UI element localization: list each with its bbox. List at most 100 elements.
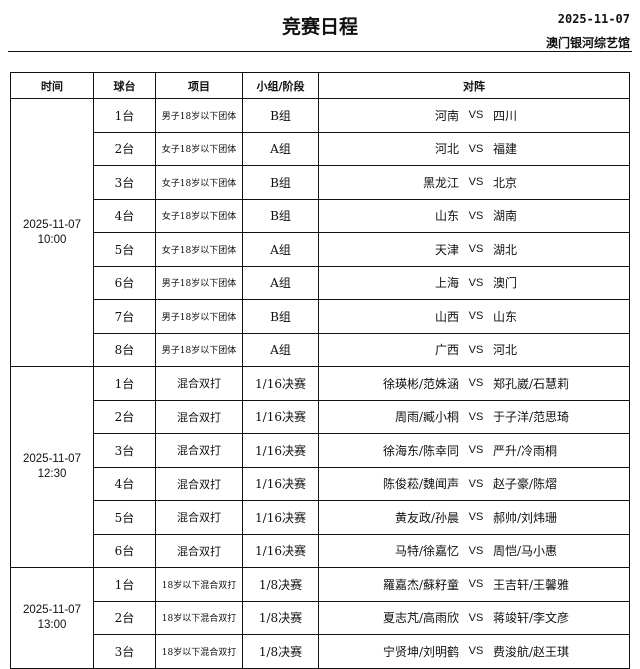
left-team: 周雨/臧小桐: [394, 410, 459, 425]
stage: A组: [242, 131, 319, 166]
event-name: 18岁以下混合双打: [155, 567, 243, 602]
event-name: 女子18岁以下团体: [155, 198, 243, 233]
matchup: 黄友政/孙晨 VS 郝帅/刘炜珊: [318, 500, 630, 535]
session-date: 2025-11-07: [23, 453, 81, 465]
table-number: 6台: [93, 533, 156, 568]
matchup: 山西 VS 山东: [318, 299, 630, 334]
table-number: 5台: [93, 232, 156, 267]
event-name: 混合双打: [155, 399, 243, 434]
vs-label: VS: [468, 544, 484, 557]
right-team: 山东: [493, 309, 518, 324]
matchup: 山东 VS 湖南: [318, 198, 630, 233]
header-divider: [8, 51, 632, 52]
right-team: 北京: [493, 175, 518, 190]
table-number: 3台: [93, 433, 156, 468]
session-clock: 13:00: [37, 618, 67, 631]
table-number: 2台: [93, 600, 156, 635]
table-row: 3台 混合双打 1/16决赛 徐海东/陈幸同 VS 严升/冷雨桐: [11, 433, 630, 468]
stage: 1/16决赛: [242, 500, 319, 535]
table-number: 1台: [93, 567, 156, 602]
right-team: 四川: [493, 108, 518, 123]
table-number: 6台: [93, 265, 156, 300]
event-name: 混合双打: [155, 533, 243, 568]
event-name: 混合双打: [155, 466, 243, 501]
right-team: 河北: [493, 343, 518, 358]
event-name: 混合双打: [155, 366, 243, 401]
right-team: 费浚航/赵王琪: [493, 644, 570, 659]
vs-label: VS: [468, 645, 484, 658]
matchup: 河北 VS 福建: [318, 131, 630, 166]
table-number: 1台: [93, 366, 156, 401]
table-row: 2025-11-07 12:30 1台 混合双打 1/16决赛 徐瑛彬/范姝涵 VS 郑孔崴/…: [10, 366, 630, 568]
session-date: 2025-11-07: [23, 603, 81, 616]
stage: B组: [242, 165, 319, 200]
left-team: 山东: [434, 209, 459, 224]
right-team: 赵子豪/陈熠: [493, 477, 558, 492]
table-number: 2台: [93, 131, 156, 166]
stage: 1/8决赛: [242, 567, 319, 602]
vs-label: VS: [468, 444, 484, 457]
matchup: 黑龙江 VS 北京: [318, 165, 630, 200]
left-team: 广西: [434, 343, 459, 358]
vs-label: VS: [468, 611, 484, 624]
session-date: 2025-11-07: [23, 218, 81, 231]
event-name: 男子18岁以下团体: [155, 299, 243, 334]
event-name: 男子18岁以下团体: [155, 332, 243, 367]
matchup: 宁贤坤/刘明鹤 VS 费浚航/赵王琪: [318, 634, 630, 669]
left-team: 天津: [434, 242, 459, 257]
event-name: 18岁以下混合双打: [155, 600, 243, 635]
left-team: 上海: [434, 276, 459, 291]
session-clock: 12:30: [37, 468, 67, 480]
right-team: 于子洋/范思琦: [493, 410, 570, 425]
left-team: 徐海东/陈幸同: [382, 443, 459, 458]
vs-label: VS: [468, 511, 484, 524]
stage: 1/16决赛: [242, 366, 319, 401]
left-team: 马特/徐嘉忆: [394, 544, 459, 559]
table-number: 3台: [93, 634, 156, 669]
table-number: 2台: [93, 399, 156, 434]
right-team: 严升/冷雨桐: [493, 443, 558, 458]
schedule-table: 时间 球台 项目 小组/阶段 对阵 2025-11-07 10:00 1台 男子18岁…: [10, 72, 630, 669]
vs-label: VS: [468, 477, 484, 490]
table-row: 2025-11-07 13:00 1台 18岁以下混合双打 1/8决赛 羅嘉杰/蘇籽童 VS…: [10, 567, 630, 669]
left-team: 徐瑛彬/范姝涵: [382, 376, 459, 391]
left-team: 河北: [434, 142, 459, 157]
matchup: 羅嘉杰/蘇籽童 VS 王吉轩/王馨雅: [318, 567, 630, 602]
table-number: 7台: [93, 299, 156, 334]
left-team: 宁贤坤/刘明鹤: [382, 644, 459, 659]
right-team: 湖南: [493, 209, 518, 224]
event-name: 女子18岁以下团体: [155, 165, 243, 200]
table-row: 6台 男子18岁以下团体 A组 上海 VS 澳门: [11, 265, 630, 300]
vs-label: VS: [468, 176, 484, 189]
vs-label: VS: [468, 343, 484, 356]
vs-label: VS: [468, 109, 484, 122]
table-row: 3台 女子18岁以下团体 B组 黑龙江 VS 北京: [11, 165, 630, 200]
vs-label: VS: [468, 578, 484, 591]
table-row: 6台 混合双打 1/16决赛 马特/徐嘉忆 VS 周恺/马小惠: [11, 533, 630, 568]
stage: A组: [242, 232, 319, 267]
right-team: 湖北: [493, 242, 518, 257]
left-team: 山西: [434, 309, 459, 324]
stage: B组: [242, 198, 319, 233]
left-team: 黄友政/孙晨: [394, 510, 459, 525]
stage: A组: [242, 332, 319, 367]
vs-label: VS: [468, 410, 484, 423]
column-header-time: 时间: [10, 72, 94, 99]
table-number: 4台: [93, 466, 156, 501]
event-name: 女子18岁以下团体: [155, 232, 243, 267]
event-name: 女子18岁以下团体: [155, 131, 243, 166]
table-number: 1台: [93, 98, 156, 133]
table-number: 4台: [93, 198, 156, 233]
stage: A组: [242, 265, 319, 300]
column-header-stage: 小组/阶段: [242, 72, 319, 99]
stage: 1/16决赛: [242, 433, 319, 468]
matchup: 广西 VS 河北: [318, 332, 630, 367]
matchup: 天津 VS 湖北: [318, 232, 630, 267]
vs-label: VS: [468, 243, 484, 256]
vs-label: VS: [468, 377, 484, 390]
table-row: 2台 混合双打 1/16决赛 周雨/臧小桐 VS 于子洋/范思琦: [11, 399, 630, 434]
matchup: 周雨/臧小桐 VS 于子洋/范思琦: [318, 399, 630, 434]
matchup: 夏志芃/高雨欣 VS 蒋竣轩/李文彦: [318, 600, 630, 635]
event-name: 混合双打: [155, 500, 243, 535]
stage: B组: [242, 98, 319, 133]
